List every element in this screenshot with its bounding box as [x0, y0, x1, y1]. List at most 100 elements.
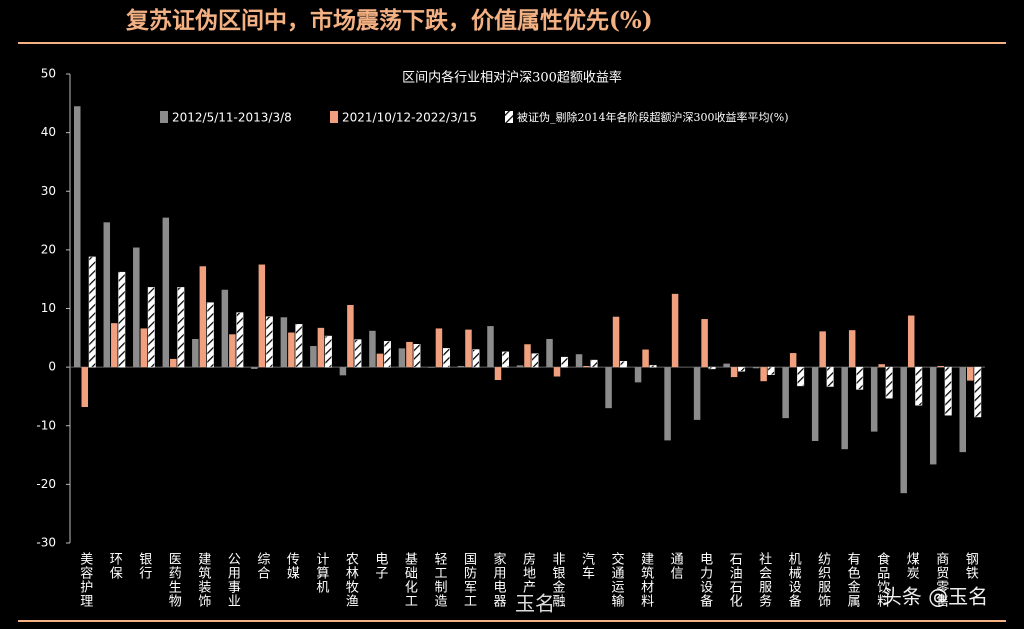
bar — [236, 312, 244, 368]
chart-title: 区间内各行业相对沪深300超额收益率 — [402, 70, 622, 86]
bar — [494, 367, 502, 381]
bar — [944, 366, 952, 416]
x-tick-label: 煤炭 — [904, 552, 920, 580]
bar — [465, 329, 472, 368]
x-tick-label: 计算机 — [313, 552, 329, 594]
bar — [782, 367, 789, 419]
bar — [841, 367, 848, 450]
bar — [701, 319, 708, 368]
bar — [280, 317, 288, 368]
bar — [118, 271, 126, 368]
x-tick-label: 非银金融 — [550, 552, 566, 608]
bar — [870, 367, 878, 432]
bar — [88, 256, 96, 368]
bar — [347, 304, 354, 368]
legend-swatch — [330, 111, 338, 123]
bar — [752, 367, 760, 369]
bar — [915, 366, 923, 406]
bar — [612, 316, 620, 368]
bar — [383, 341, 391, 368]
bar — [730, 367, 738, 378]
x-tick-label: 基础化工 — [402, 552, 418, 608]
bar — [376, 353, 384, 368]
bar — [966, 367, 974, 381]
bar — [317, 327, 325, 368]
bar — [708, 366, 716, 370]
bar — [819, 331, 826, 368]
x-tick-label: 机械设备 — [786, 552, 802, 608]
bar — [848, 330, 856, 368]
bar — [324, 335, 332, 368]
bar — [354, 339, 362, 368]
x-tick-label: 电力设备 — [697, 552, 713, 608]
bar — [907, 315, 915, 368]
x-tick-label: 通信 — [668, 552, 684, 580]
bar — [406, 341, 413, 368]
bar — [789, 353, 797, 368]
bar — [531, 353, 539, 368]
x-tick-label: 商贸零售 — [933, 552, 949, 608]
bar — [258, 264, 266, 368]
x-tick-label: 纺织服饰 — [815, 552, 831, 608]
bar — [811, 367, 819, 441]
bar — [199, 266, 207, 368]
bar — [339, 367, 347, 376]
legend-swatch — [505, 111, 513, 123]
bar — [229, 334, 236, 368]
bar — [671, 293, 679, 368]
legend-label: 2012/5/11-2013/3/8 — [172, 111, 292, 125]
bar — [265, 316, 273, 368]
x-tick-label: 医药生物 — [166, 552, 182, 608]
y-tick-label: -20 — [36, 477, 56, 491]
bar — [664, 367, 671, 441]
bar — [634, 367, 642, 383]
y-tick-label: 20 — [41, 242, 56, 256]
bar — [738, 366, 746, 372]
x-tick-label: 公用事业 — [225, 552, 241, 608]
x-tick-label: 银行 — [136, 552, 152, 580]
bar — [885, 366, 893, 399]
bar — [472, 349, 480, 368]
bar — [111, 323, 118, 368]
legend-swatch — [160, 111, 168, 123]
bar — [561, 356, 569, 368]
x-tick-label: 综合 — [254, 552, 270, 580]
bar — [428, 367, 435, 368]
bar — [147, 287, 155, 368]
x-tick-label: 建筑装饰 — [195, 552, 211, 608]
bar — [487, 326, 494, 368]
y-tick-label: 40 — [41, 125, 56, 139]
bar — [620, 361, 628, 368]
y-tick-label: 50 — [41, 67, 56, 81]
bar — [310, 346, 317, 368]
bar — [649, 365, 657, 368]
bar — [583, 365, 590, 368]
bar — [929, 367, 937, 465]
y-tick-label: 30 — [41, 184, 56, 198]
bar — [575, 354, 583, 368]
bar — [959, 367, 966, 453]
bar — [133, 247, 140, 368]
bar — [435, 328, 443, 368]
x-tick-label: 社会服务 — [756, 551, 772, 608]
bar — [590, 359, 598, 368]
bar — [974, 366, 982, 418]
legend-label: 被证伪_剔除2014年各阶段超额沪深300收益率平均(%) — [517, 110, 789, 124]
x-tick-label: 轻工制造 — [431, 552, 447, 608]
bar — [501, 351, 509, 368]
x-tick-label: 国防军工 — [461, 552, 477, 608]
bar — [826, 366, 834, 387]
bar — [767, 366, 775, 375]
bar — [524, 344, 531, 368]
bar — [642, 349, 649, 368]
bar — [162, 217, 170, 368]
legend-label: 2021/10/12-2022/3/15 — [342, 111, 477, 125]
y-tick-label: -30 — [36, 536, 56, 550]
bar — [177, 287, 185, 368]
bar — [398, 348, 406, 368]
x-tick-label: 有色金属 — [845, 552, 861, 608]
x-tick-label: 钢铁 — [963, 552, 979, 580]
